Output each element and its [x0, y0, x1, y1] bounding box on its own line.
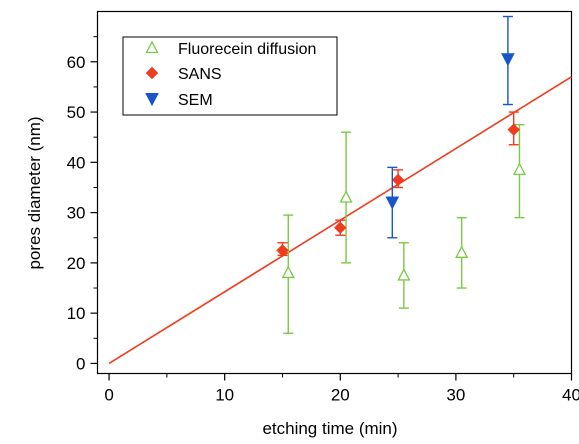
y-tick-label-10: 10	[67, 304, 86, 323]
y-tick-label-60: 60	[67, 53, 86, 72]
sans-point-4	[507, 123, 520, 136]
fluorescein-point-2	[339, 190, 353, 203]
x-tick-label-30: 30	[446, 386, 465, 405]
data-points-layer	[276, 15, 527, 334]
fluorescein-point-4	[455, 245, 469, 258]
x-axis-label: etching time (min)	[262, 419, 397, 438]
sans-point-2	[334, 221, 347, 234]
sans-point-3	[391, 173, 405, 187]
series-fluorescein	[281, 123, 527, 334]
sans-point-1	[276, 244, 289, 257]
legend-marker-fluorescein	[145, 40, 159, 54]
legend-box	[122, 36, 338, 116]
x-tick-label-20: 20	[331, 386, 350, 405]
legend-marker-sem	[145, 93, 159, 107]
sem-point-1	[385, 196, 400, 210]
y-tick-label-40: 40	[67, 153, 86, 172]
y-tick-label-50: 50	[67, 103, 86, 122]
legend: Fluorecein diffusion SANS SEM	[122, 36, 338, 116]
y-tick-label-0: 0	[76, 354, 85, 373]
series-sans	[276, 111, 520, 257]
x-tick-label-40: 40	[562, 386, 579, 405]
fluorescein-point-1	[281, 265, 295, 279]
legend-label-sans: SANS	[178, 66, 222, 83]
y-axis-ticks: 0 10 20 30 40 50 60	[67, 36, 98, 373]
legend-label-fluorescein: Fluorecein diffusion	[178, 41, 316, 58]
fluorescein-point-3	[397, 268, 411, 281]
x-axis-ticks: 0 10 20 30 40	[104, 373, 579, 405]
legend-marker-sans	[145, 66, 159, 80]
sem-point-2	[501, 53, 515, 67]
plot-frame	[96, 10, 573, 375]
x-tick-label-0: 0	[104, 386, 113, 405]
fluorescein-point-5	[512, 162, 527, 176]
x-tick-label-10: 10	[215, 386, 234, 405]
y-tick-label-30: 30	[67, 204, 86, 223]
legend-label-sem: SEM	[178, 92, 213, 109]
series-sem	[385, 15, 515, 239]
y-axis-label: pores diameter (nm)	[25, 116, 44, 269]
y-tick-label-20: 20	[67, 254, 86, 273]
